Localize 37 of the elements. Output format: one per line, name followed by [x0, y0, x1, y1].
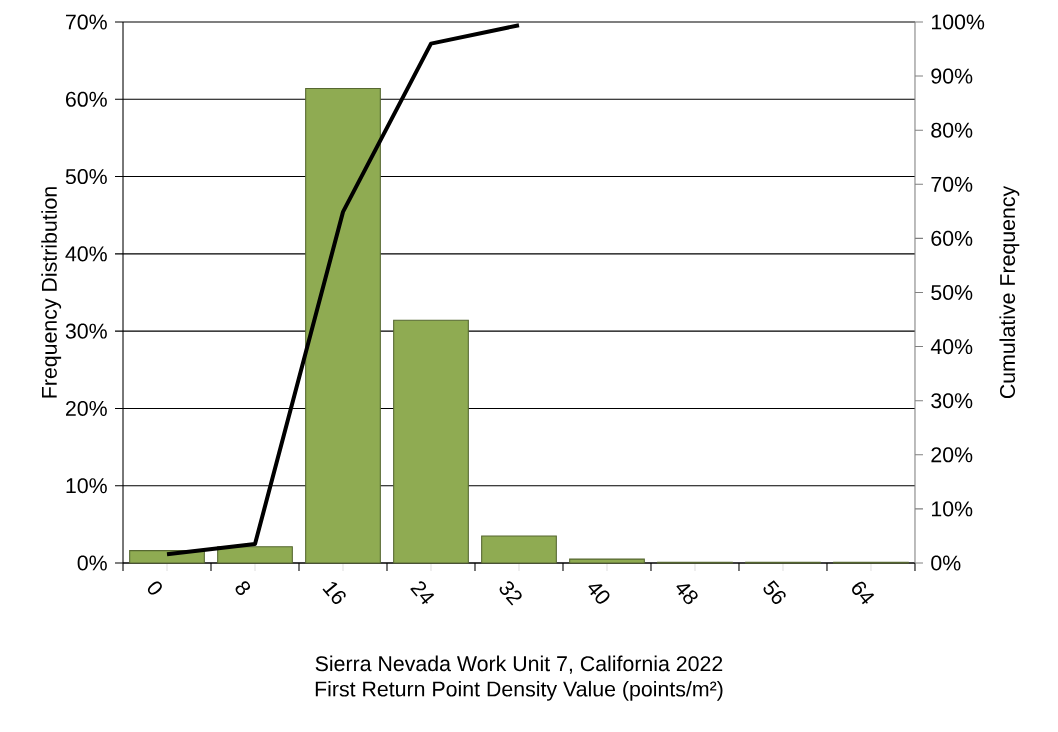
y2-tick-label: 0%	[931, 555, 961, 571]
x-tick-label: 56	[763, 580, 786, 605]
y2-tick-label: 80%	[931, 122, 973, 138]
y2-axis-title: Cumulative Frequency	[999, 185, 1020, 399]
y2-tick-label: 90%	[931, 68, 973, 84]
y2-tick-label: 40%	[930, 339, 973, 355]
y2-tick-label: 70%	[931, 176, 973, 192]
y-tick-label: 20%	[66, 400, 107, 416]
y2-tick-label: 100%	[931, 14, 985, 30]
y2-tick-label: 10%	[931, 501, 973, 517]
y-tick-label: 60%	[66, 91, 107, 107]
bar	[217, 546, 293, 564]
y2-tick-label: 30%	[931, 393, 973, 409]
y-tick-label: 30%	[65, 323, 107, 339]
y-tick-label: 70%	[66, 14, 107, 30]
x-axis-title: First Return Point Density Value (points/m²)	[315, 680, 723, 701]
y-tick-label: 50%	[65, 169, 107, 185]
y-axis-title: Frequency Distribution	[41, 187, 62, 398]
x-tick-label: 0	[147, 581, 162, 595]
bar	[305, 87, 381, 564]
x-tick-label: 24	[410, 581, 435, 605]
x-tick-label: 32	[499, 581, 522, 606]
y2-tick-label: 20%	[931, 447, 973, 463]
x-tick-label: 64	[852, 581, 875, 605]
text: Sierra Nevada Work Unit 7, California 2022	[315, 655, 723, 674]
y-tick-label: 0%	[77, 555, 107, 571]
y2-tick-label: 60%	[931, 230, 973, 246]
x-tick-label: 40	[588, 584, 610, 604]
y2-tick-label: 50%	[931, 284, 973, 301]
bar	[569, 558, 645, 564]
bar	[393, 319, 469, 564]
y-tick-label: 40%	[65, 246, 107, 262]
y-tick-label: 10%	[66, 478, 107, 494]
x-tick-label: 16	[322, 581, 346, 605]
x-tick-label: 48	[676, 584, 698, 605]
x-tick-label: 8	[235, 581, 251, 596]
bar	[481, 535, 557, 564]
